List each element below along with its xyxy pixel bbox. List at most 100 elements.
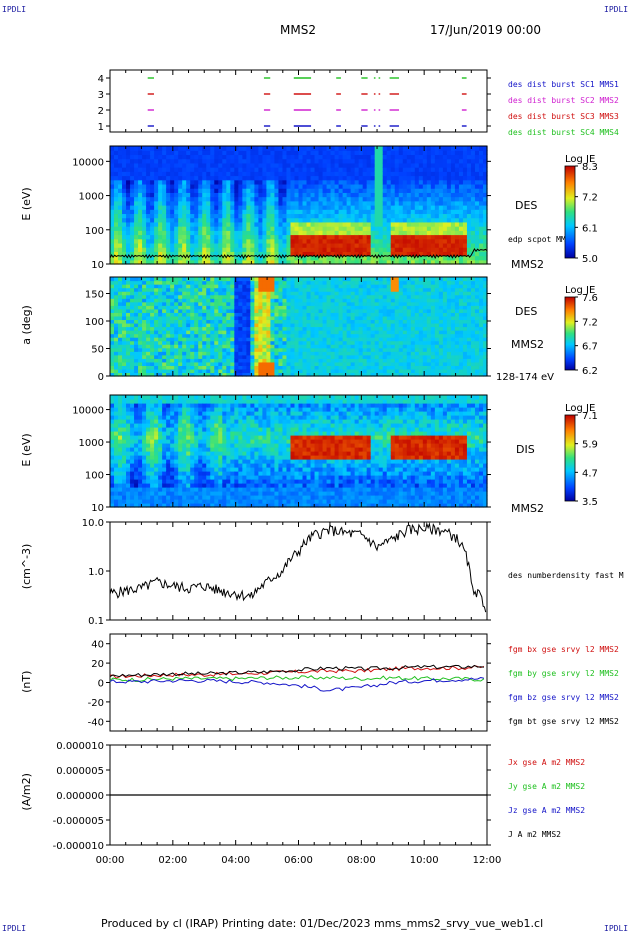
spectrogram-cell [390,298,396,303]
spectrogram-cell [430,158,436,164]
spectrogram-cell [334,326,340,331]
spectrogram-cell [202,196,207,202]
spectrogram-cell [374,351,380,356]
spectrogram-cell [110,301,115,306]
spectrogram-cell [314,230,320,236]
spectrogram-cell [334,294,340,299]
spectrogram-cell [246,247,251,252]
spectrogram-cell [466,171,472,177]
spectrogram-cell [178,291,183,296]
spectrogram-cell [298,183,304,189]
spectrogram-cell [362,154,368,160]
spectrogram-cell [162,192,167,198]
spectrogram-cell [206,365,211,370]
spectrogram-cell [354,221,360,227]
spectrogram-cell [346,251,352,257]
spectrogram-cell [358,312,364,317]
spectrogram-cell [482,209,488,215]
spectrogram-cell [230,322,235,328]
spectrogram-cell [354,200,360,206]
spectrogram-cell [146,344,151,349]
spectrogram-cell [162,209,167,215]
spectrogram-cell [258,146,264,151]
spectrogram-cell [382,344,388,349]
spectrogram-cell [126,183,131,189]
spectrogram-cell [226,280,231,285]
spectrogram-cell [150,322,155,328]
spectrogram-cell [142,280,147,285]
spectrogram-cell [450,179,456,185]
spectrogram-cell [426,171,432,177]
spectrogram-cell [274,347,280,352]
spectrogram-cell [294,196,300,202]
spectrogram-cell [134,358,139,363]
spectrogram-cell [458,175,464,181]
spectrogram-cell [318,242,324,248]
spectrogram-cell [406,167,412,172]
spectrogram-cell [478,150,484,156]
spectrogram-cell [338,301,344,306]
spectrogram-cell [474,171,480,177]
spectrogram-cell [314,259,320,265]
spectrogram-cell [326,192,332,198]
spectrogram-cell [254,167,259,172]
spectrogram-cell [386,192,392,198]
spectrogram-cell [170,150,175,156]
spectrogram-cell [182,294,187,299]
spectrogram-cell [226,183,231,189]
spectrogram-cell [182,330,187,335]
spectrogram-cell [374,200,380,206]
spectrogram-cell [414,247,420,252]
spectrogram-cell [250,291,255,296]
spectrogram-cell [174,358,179,363]
spectrogram-cell [270,234,276,240]
spectrogram-cell [322,196,328,202]
spectrogram-cell [262,213,268,219]
spectrogram-cell [266,354,272,359]
spectrogram-cell [326,330,332,335]
spectrogram-cell [266,192,272,198]
spectrogram-cell [306,277,312,282]
spectrogram-cell [470,162,476,168]
spectrogram-cell [438,196,444,202]
spectrogram-cell [166,251,171,257]
spectrogram-cell [466,234,472,240]
spectrogram-cell [438,251,444,257]
spectrogram-cell [186,361,191,366]
spectrogram-cell [114,209,119,215]
spectrogram-cell [478,221,484,227]
spectrogram-cell [342,259,348,265]
spectrogram-cell [206,308,211,313]
spectrogram-cell [202,358,207,363]
spectrogram-cell [134,238,139,244]
spectrogram-cell [274,188,280,193]
spectrogram-cell [350,188,356,193]
spectrogram-cell [366,365,372,370]
spectrogram-cell [358,326,364,331]
spectrogram-cell [386,368,392,374]
spectrogram-cell [458,162,464,168]
spectrogram-cell [114,315,119,321]
spectrogram-cell [466,238,472,244]
spectrogram-cell [362,183,368,189]
spectrogram-cell [214,368,219,374]
spectrogram-cell [218,319,223,324]
spectrogram-cell [170,158,175,164]
spectrogram-cell [250,167,255,172]
spectrogram-cell [230,365,235,370]
spectrogram-cell [422,183,428,189]
spectrogram-cell [386,251,392,257]
spectrogram-cell [310,326,316,331]
spectrogram-cell [362,365,368,370]
spectrogram-cell [318,284,324,289]
spectrogram-cell [298,319,304,324]
spectrogram-cell [262,301,268,306]
spectrogram-cell [386,255,392,261]
spectrogram-cell [386,291,392,296]
spectrogram-cell [394,280,400,285]
spectrogram-cell [378,196,384,202]
spectrogram-cell [266,315,272,321]
spectrogram-cell [322,200,328,206]
spectrogram-cell [422,247,428,252]
spectrogram-cell [114,284,119,289]
